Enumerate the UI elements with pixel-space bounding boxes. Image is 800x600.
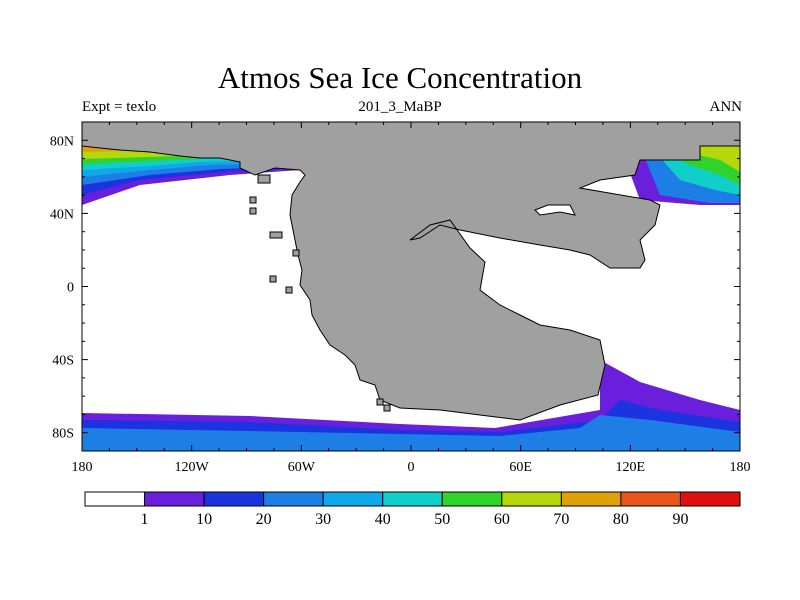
island [383, 404, 391, 412]
x-tick-label: 180 [72, 460, 93, 475]
colorbar-label: 70 [553, 511, 569, 528]
colorbar-bin [322, 491, 384, 507]
colorbar-bin [501, 491, 562, 507]
island [249, 207, 257, 215]
y-tick-label: 80N [50, 134, 74, 149]
y-tick-label: 40N [50, 207, 74, 222]
colorbar-bin [620, 491, 681, 507]
island [285, 286, 293, 294]
x-tick-label: 60E [509, 460, 532, 475]
island [376, 398, 384, 406]
island [269, 275, 277, 283]
colorbar-bin [441, 491, 503, 507]
colorbar-label: 80 [613, 511, 629, 528]
colorbar-bin [84, 491, 146, 507]
colorbar-bin [203, 491, 265, 507]
y-tick-label: 40S [52, 354, 74, 369]
experiment-label: Expt = texlo [82, 99, 157, 115]
colorbar-label: 10 [196, 511, 212, 528]
season-label: ANN [709, 99, 743, 115]
colorbar-bin [382, 491, 443, 507]
axis-ticks: 180 120W 60W 0 60E 120E 180 80N 40N 0 40S 80S [50, 121, 751, 475]
island [257, 174, 271, 184]
colorbar-label: 40 [375, 511, 391, 528]
colorbar-label: 50 [434, 511, 450, 528]
map-field [82, 122, 740, 451]
colorbar-label: 60 [494, 511, 510, 528]
x-tick-label: 0 [408, 460, 415, 475]
island [292, 249, 300, 257]
colorbar-label: 90 [672, 511, 688, 528]
island [269, 231, 283, 239]
run-label: 201_3_MaBP [358, 99, 442, 115]
colorbar-bin [263, 491, 324, 507]
x-tick-label: 180 [730, 460, 751, 475]
island [249, 196, 257, 204]
sea-ice-ne-70pct [660, 146, 740, 172]
colorbar-label: 20 [256, 511, 272, 528]
colorbar-label: 1 [141, 511, 149, 528]
inland-sea [534, 204, 576, 216]
colorbar-bin [560, 491, 622, 507]
colorbar-label: 30 [315, 511, 331, 528]
y-tick-label: 0 [67, 281, 74, 296]
x-tick-label: 60W [288, 460, 316, 475]
plot-title: Atmos Sea Ice Concentration [217, 60, 583, 95]
x-tick-label: 120W [175, 460, 210, 475]
colorbar-bin [144, 491, 205, 507]
colorbar-bin [679, 491, 741, 507]
colorbar: 1 10 20 30 40 50 60 70 80 90 [84, 491, 741, 528]
land-northern-continents [82, 122, 740, 421]
y-tick-label: 80S [52, 427, 74, 442]
x-tick-label: 120E [616, 460, 646, 475]
sea-ice-south-20pct [82, 415, 740, 451]
